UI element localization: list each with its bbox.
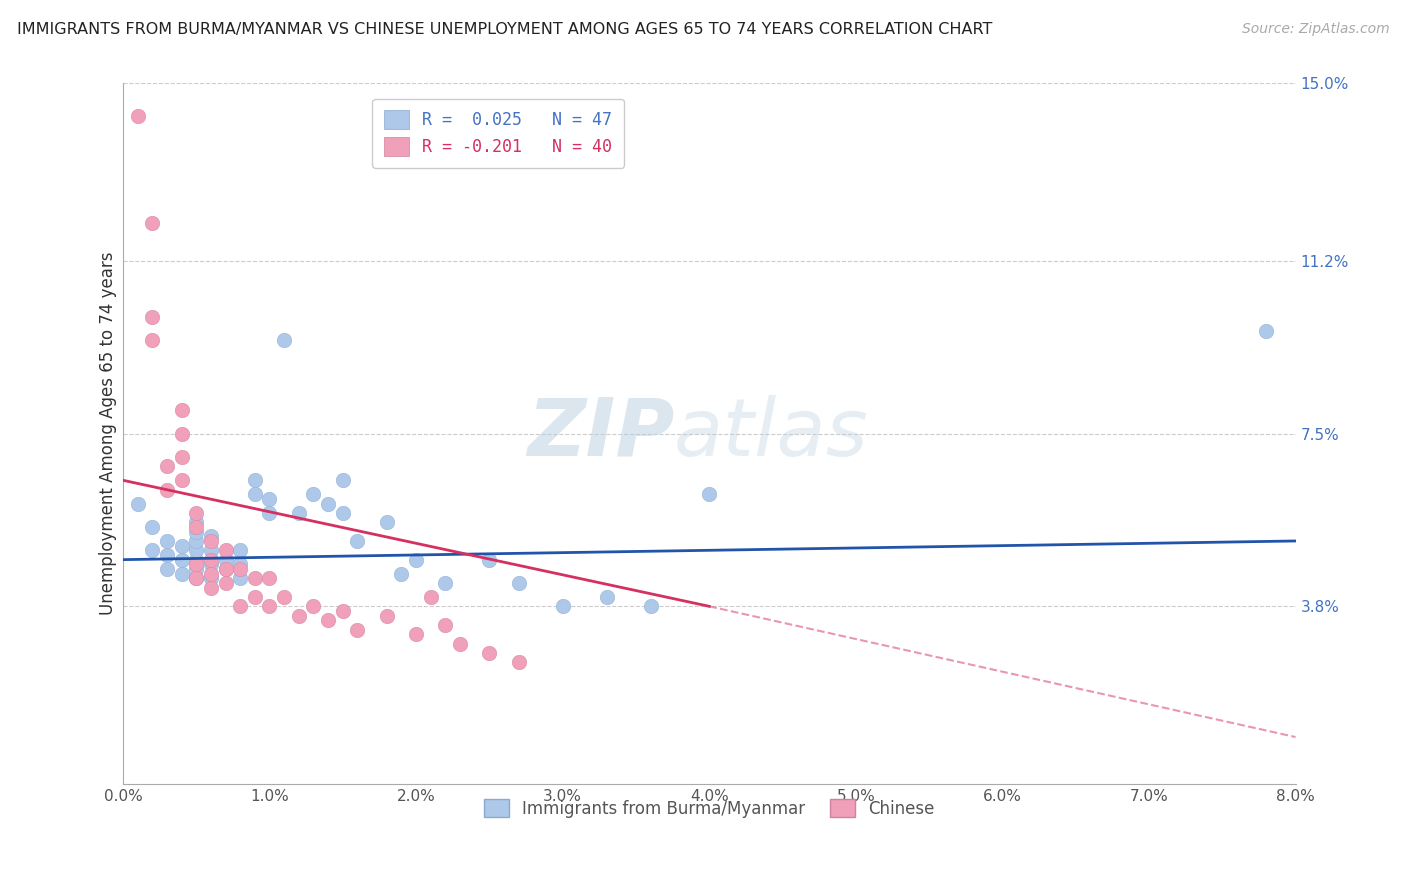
- Point: [156, 533, 179, 548]
- Point: [214, 543, 236, 558]
- Point: [259, 491, 281, 506]
- Point: [478, 552, 501, 566]
- Point: [595, 590, 617, 604]
- Point: [141, 310, 163, 324]
- Point: [508, 576, 530, 591]
- Text: Source: ZipAtlas.com: Source: ZipAtlas.com: [1241, 22, 1389, 37]
- Point: [200, 529, 222, 543]
- Point: [186, 571, 208, 585]
- Point: [200, 558, 222, 572]
- Text: ZIP: ZIP: [527, 394, 673, 473]
- Point: [259, 506, 281, 520]
- Point: [259, 571, 281, 585]
- Point: [186, 558, 208, 572]
- Point: [186, 533, 208, 548]
- Point: [243, 590, 266, 604]
- Point: [141, 543, 163, 558]
- Point: [186, 506, 208, 520]
- Point: [214, 562, 236, 576]
- Point: [200, 581, 222, 595]
- Point: [551, 599, 574, 614]
- Y-axis label: Unemployment Among Ages 65 to 74 years: Unemployment Among Ages 65 to 74 years: [100, 252, 117, 615]
- Point: [346, 623, 368, 637]
- Point: [405, 627, 427, 641]
- Legend: Immigrants from Burma/Myanmar, Chinese: Immigrants from Burma/Myanmar, Chinese: [477, 792, 942, 824]
- Point: [200, 552, 222, 566]
- Point: [127, 497, 149, 511]
- Point: [434, 576, 457, 591]
- Point: [478, 646, 501, 660]
- Point: [186, 562, 208, 576]
- Point: [640, 599, 662, 614]
- Point: [141, 520, 163, 534]
- Point: [141, 333, 163, 347]
- Point: [508, 656, 530, 670]
- Point: [200, 571, 222, 585]
- Point: [391, 566, 413, 581]
- Point: [346, 533, 368, 548]
- Point: [405, 552, 427, 566]
- Point: [434, 618, 457, 632]
- Point: [156, 483, 179, 497]
- Point: [316, 613, 339, 627]
- Text: atlas: atlas: [673, 394, 869, 473]
- Point: [156, 562, 179, 576]
- Point: [332, 604, 354, 618]
- Point: [214, 562, 236, 576]
- Point: [288, 506, 311, 520]
- Point: [186, 543, 208, 558]
- Point: [375, 608, 398, 623]
- Point: [243, 473, 266, 487]
- Point: [332, 506, 354, 520]
- Point: [170, 539, 193, 553]
- Point: [243, 571, 266, 585]
- Point: [214, 552, 236, 566]
- Point: [127, 109, 149, 123]
- Point: [316, 497, 339, 511]
- Point: [419, 590, 441, 604]
- Point: [259, 599, 281, 614]
- Point: [170, 426, 193, 441]
- Point: [186, 571, 208, 585]
- Point: [229, 558, 252, 572]
- Point: [200, 533, 222, 548]
- Point: [243, 487, 266, 501]
- Point: [186, 520, 208, 534]
- Point: [170, 566, 193, 581]
- Point: [186, 524, 208, 539]
- Point: [302, 599, 325, 614]
- Point: [200, 543, 222, 558]
- Point: [156, 459, 179, 474]
- Point: [1256, 324, 1278, 338]
- Point: [288, 608, 311, 623]
- Point: [332, 473, 354, 487]
- Point: [156, 548, 179, 562]
- Point: [186, 516, 208, 530]
- Point: [170, 403, 193, 417]
- Point: [229, 571, 252, 585]
- Point: [229, 543, 252, 558]
- Point: [170, 473, 193, 487]
- Point: [214, 576, 236, 591]
- Point: [375, 516, 398, 530]
- Point: [273, 333, 295, 347]
- Point: [697, 487, 720, 501]
- Point: [229, 599, 252, 614]
- Text: IMMIGRANTS FROM BURMA/MYANMAR VS CHINESE UNEMPLOYMENT AMONG AGES 65 TO 74 YEARS : IMMIGRANTS FROM BURMA/MYANMAR VS CHINESE…: [17, 22, 993, 37]
- Point: [200, 566, 222, 581]
- Point: [273, 590, 295, 604]
- Point: [141, 217, 163, 231]
- Point: [449, 637, 471, 651]
- Point: [170, 552, 193, 566]
- Point: [186, 552, 208, 566]
- Point: [229, 562, 252, 576]
- Point: [302, 487, 325, 501]
- Point: [170, 450, 193, 464]
